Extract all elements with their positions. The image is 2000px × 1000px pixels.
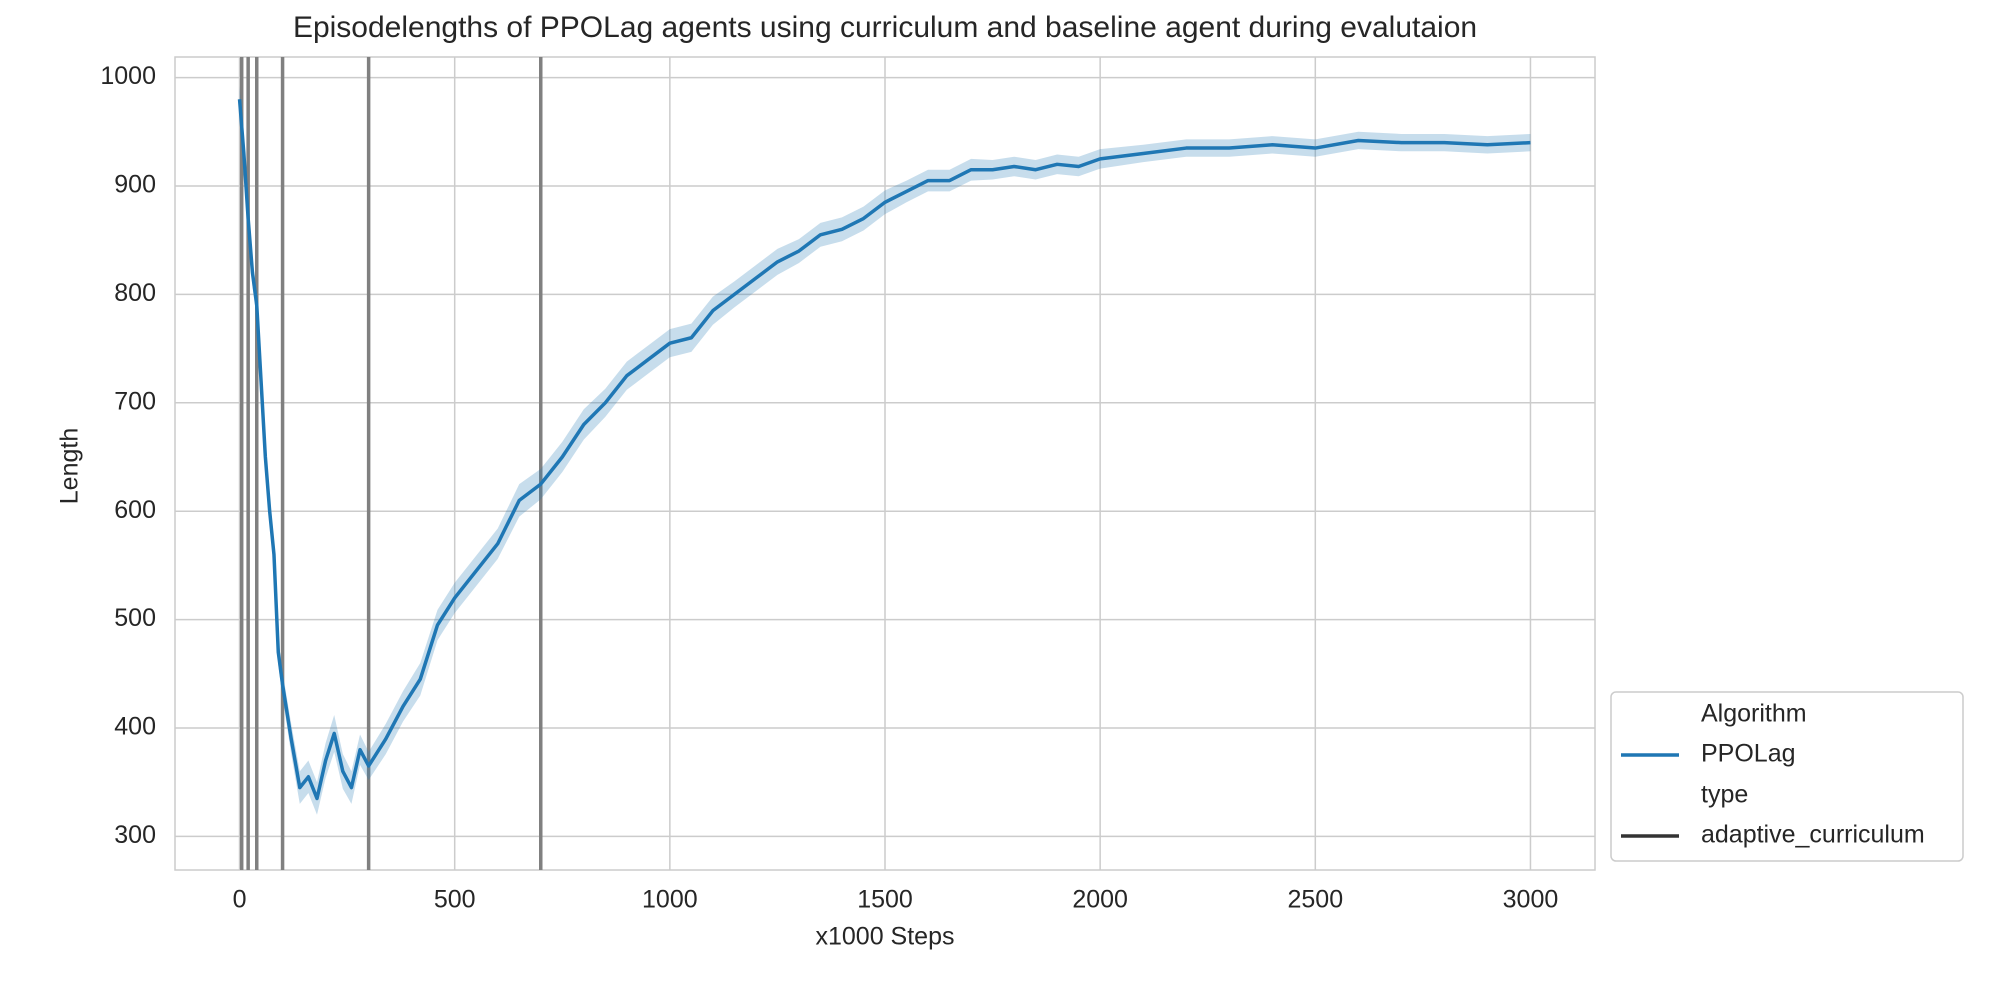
y-tick-label: 900: [114, 171, 156, 199]
x-tick-label: 3000: [1503, 886, 1559, 914]
y-axis-label: Length: [56, 428, 84, 504]
legend-title: Algorithm: [1701, 700, 1807, 728]
y-tick-label: 1000: [100, 62, 156, 90]
x-tick-label: 2000: [1072, 886, 1128, 914]
x-axis-label: x1000 Steps: [816, 923, 955, 951]
legend-box: [1610, 691, 1964, 862]
y-tick-label: 600: [114, 496, 156, 524]
y-tick-label: 300: [114, 821, 156, 849]
x-tick-label: 0: [233, 886, 247, 914]
data-line: [237, 99, 1531, 801]
y-tick-label: 700: [114, 387, 156, 415]
legend-title: type: [1701, 781, 1748, 809]
x-tick-label: 1000: [642, 886, 698, 914]
y-tick-label: 500: [114, 604, 156, 632]
y-tick-label: 800: [114, 279, 156, 307]
x-tick-label: 500: [434, 886, 476, 914]
x-tick-label: 2500: [1287, 886, 1343, 914]
legend-label: PPOLag: [1701, 740, 1796, 768]
chart-title: Episodelengths of PPOLag agents using cu…: [293, 11, 1477, 44]
x-tick-label: 1500: [857, 886, 913, 914]
legend-label: adaptive_curriculum: [1701, 821, 1925, 849]
y-tick-label: 400: [114, 713, 156, 741]
